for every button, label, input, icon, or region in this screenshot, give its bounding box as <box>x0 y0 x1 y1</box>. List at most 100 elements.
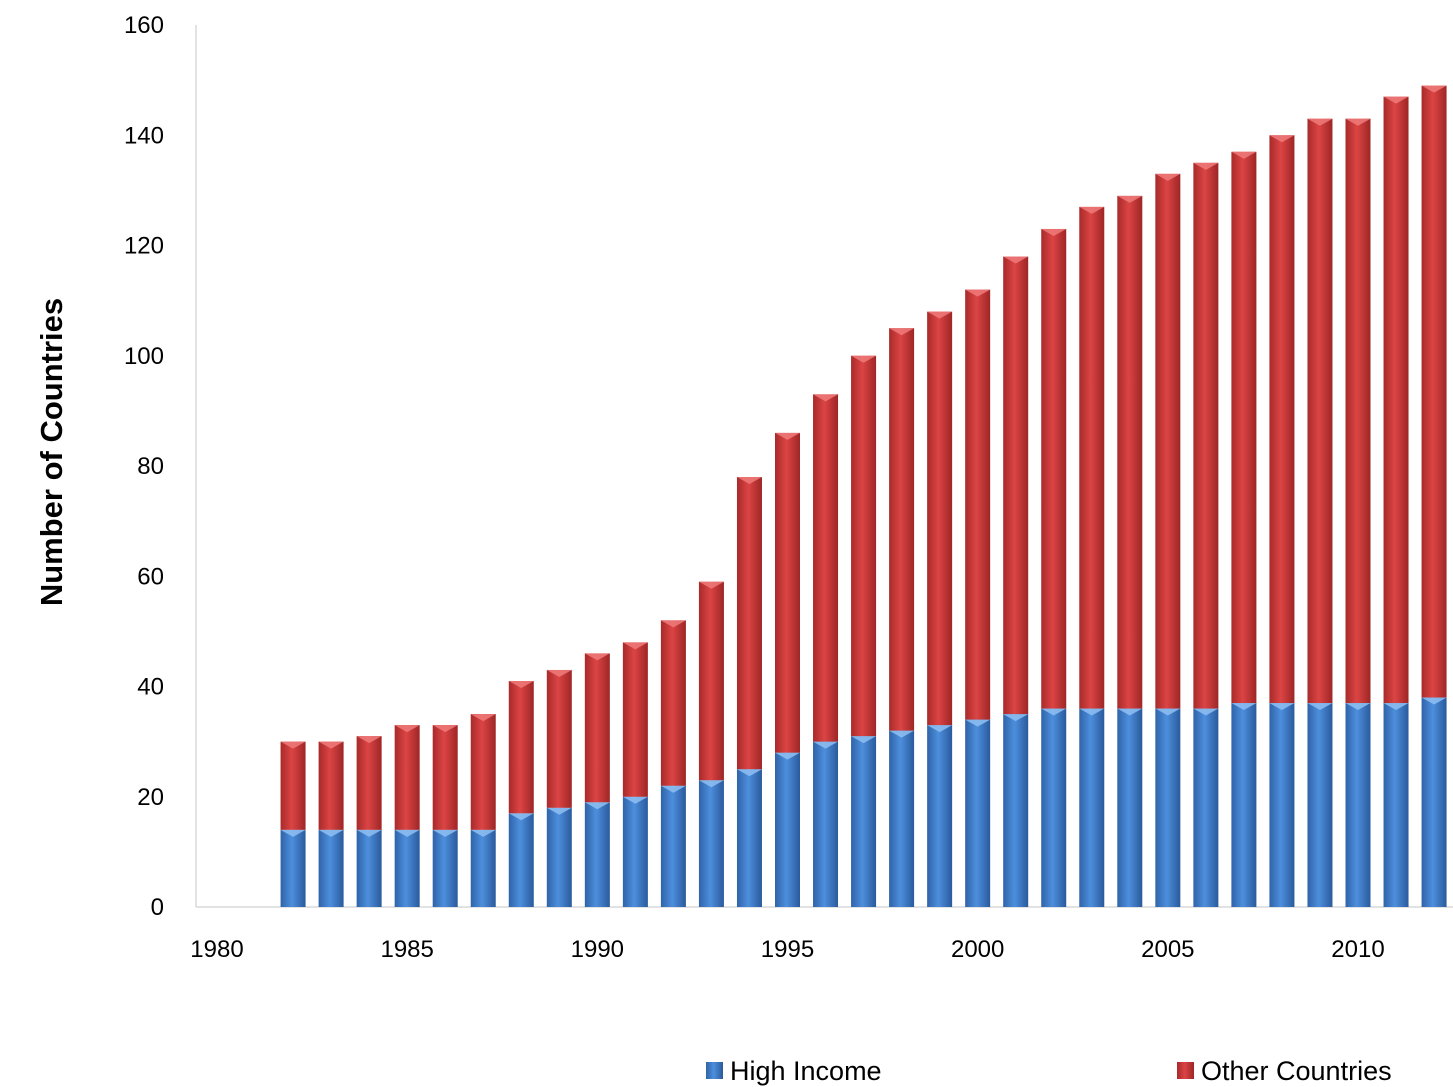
bar-high-income <box>318 829 344 907</box>
bar-other-countries-cap <box>1193 162 1219 170</box>
legend-other-countries-label: Other Countries <box>1201 1056 1392 1086</box>
bar-other-countries-cap <box>1079 206 1105 214</box>
bar-other-countries <box>775 432 800 753</box>
bar-high-income-cap <box>318 829 344 837</box>
bar-high-income <box>622 796 648 907</box>
bar-high-income-cap <box>432 829 458 837</box>
bar-other-countries-cap <box>851 355 877 363</box>
bar-high-income <box>280 829 306 907</box>
bar-high-income <box>1117 708 1143 907</box>
bar-other-countries-cap <box>775 432 800 440</box>
bar-high-income <box>1345 703 1371 907</box>
bar-high-income-cap <box>1345 703 1371 711</box>
bar-other-countries-cap <box>1269 135 1295 143</box>
bar-other-countries <box>1231 151 1257 704</box>
bar-other-countries-cap <box>927 311 953 319</box>
bar-high-income-cap <box>584 802 610 810</box>
bar-high-income-cap <box>1155 708 1181 716</box>
x-tick-label: 1995 <box>761 936 814 963</box>
bar-other-countries-cap <box>660 620 686 628</box>
bar-other-countries-cap <box>698 581 724 589</box>
bar-high-income <box>1155 708 1181 907</box>
bar-high-income <box>1041 708 1067 907</box>
y-tick-label: 60 <box>137 563 164 590</box>
bar-high-income <box>851 736 877 907</box>
bar-high-income <box>1383 703 1409 907</box>
bar-high-income <box>775 752 800 907</box>
bar-high-income-cap <box>1041 708 1067 716</box>
bar-other-countries <box>280 741 306 830</box>
x-tick-label: 1985 <box>380 936 433 963</box>
bar-other-countries-cap <box>584 653 610 661</box>
y-tick-label: 100 <box>124 343 164 370</box>
bar-high-income-cap <box>1003 714 1029 722</box>
x-tick-label: 1980 <box>190 936 243 963</box>
bar-high-income <box>889 730 915 907</box>
bar-other-countries <box>356 736 382 830</box>
bar-other-countries <box>736 477 762 770</box>
bar-other-countries-cap <box>1231 151 1257 159</box>
bar-other-countries <box>1421 85 1447 698</box>
bar-other-countries <box>1079 206 1105 709</box>
bar-other-countries <box>318 741 344 830</box>
bar-high-income-cap <box>660 785 686 793</box>
y-tick-label: 40 <box>137 674 164 701</box>
bar-high-income-cap <box>736 769 762 777</box>
bar-other-countries <box>965 289 991 720</box>
bar-other-countries-cap <box>1117 195 1143 203</box>
bar-other-countries-cap <box>394 725 420 733</box>
bar-other-countries <box>927 311 953 726</box>
bar-high-income <box>1307 703 1333 907</box>
bar-high-income <box>584 802 610 907</box>
bar-high-income-cap <box>775 752 800 760</box>
bar-other-countries-cap <box>622 642 648 650</box>
bar-other-countries-cap <box>965 289 991 297</box>
legend-high-income: High Income <box>706 1056 882 1086</box>
bar-high-income <box>394 829 420 907</box>
bar-high-income <box>1231 703 1257 907</box>
bar-high-income <box>508 813 534 907</box>
bar-other-countries <box>1307 118 1333 704</box>
x-tick-label: 2000 <box>951 936 1004 963</box>
bar-other-countries <box>1345 118 1371 704</box>
bar-other-countries-cap <box>813 394 839 402</box>
x-tick-label: 1990 <box>571 936 624 963</box>
bar-high-income <box>1193 708 1219 907</box>
bar-other-countries <box>889 328 915 731</box>
bar-high-income <box>660 785 686 907</box>
bar-other-countries-cap <box>1041 228 1067 236</box>
bar-other-countries <box>584 653 610 803</box>
bar-other-countries <box>394 725 420 830</box>
bar-other-countries-cap <box>1345 118 1371 126</box>
bar-other-countries-cap <box>508 680 534 688</box>
bar-high-income <box>356 829 382 907</box>
bar-high-income-cap <box>508 813 534 821</box>
bar-other-countries <box>546 669 572 808</box>
legend-high-income-label: High Income <box>730 1056 882 1086</box>
bar-high-income <box>1079 708 1105 907</box>
bar-other-countries <box>1117 195 1143 709</box>
bar-other-countries <box>1193 162 1219 709</box>
y-tick-label: 140 <box>124 122 164 149</box>
bar-other-countries-cap <box>1421 85 1447 93</box>
bar-high-income-cap <box>1421 697 1447 705</box>
bar-other-countries-cap <box>1383 96 1409 104</box>
bar-high-income-cap <box>356 829 382 837</box>
x-tick-label: 2005 <box>1141 936 1194 963</box>
bar-other-countries-cap <box>1003 256 1029 264</box>
y-tick-label: 160 <box>124 12 164 39</box>
bar-high-income-cap <box>927 725 953 733</box>
bar-other-countries <box>660 620 686 786</box>
bar-high-income <box>965 719 991 907</box>
y-tick-label: 80 <box>137 453 164 480</box>
y-tick-label: 0 <box>151 894 164 921</box>
bar-other-countries-cap <box>356 736 382 744</box>
bar-high-income-cap <box>1269 703 1295 711</box>
bar-other-countries <box>1383 96 1409 704</box>
bar-high-income <box>432 829 458 907</box>
legend-other-countries-swatch <box>1177 1062 1194 1079</box>
bar-other-countries-cap <box>736 477 762 485</box>
bar-other-countries <box>508 680 534 814</box>
bar-high-income-cap <box>1231 703 1257 711</box>
